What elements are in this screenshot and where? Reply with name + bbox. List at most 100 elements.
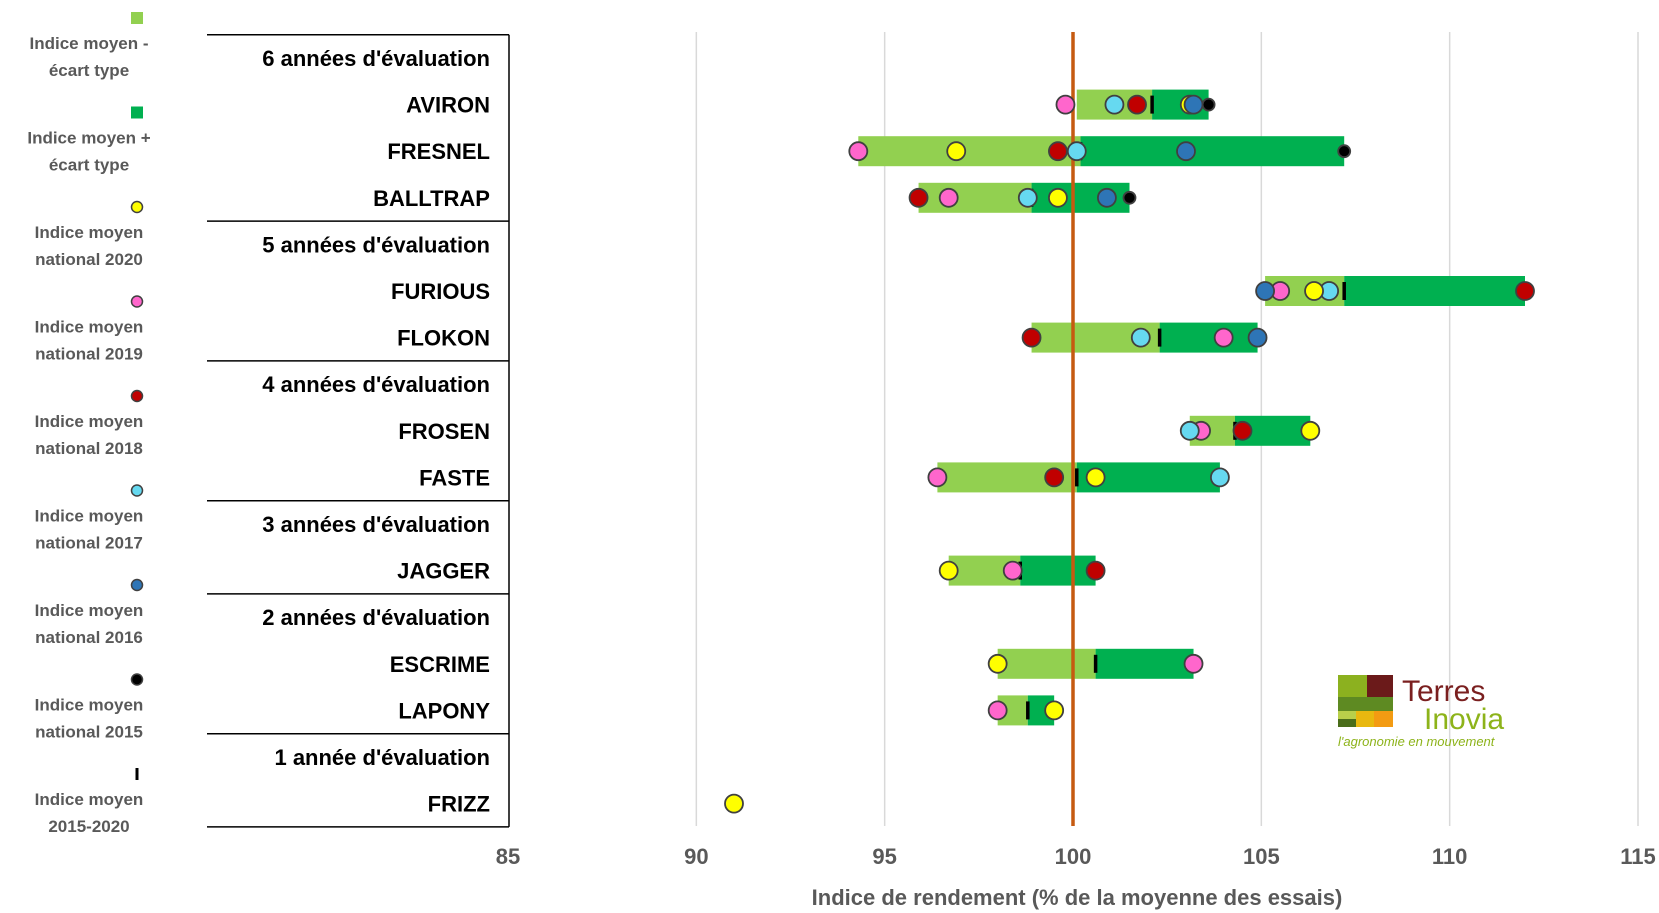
bar-plus-sd-furious [1344, 276, 1525, 306]
variety-label-lapony: LAPONY [398, 698, 490, 723]
variety-label-balltrap: BALLTRAP [373, 186, 490, 211]
variety-label-faste: FASTE [419, 465, 490, 490]
legend-marker-y2015 [130, 673, 144, 686]
terres-inovia-logo: Terres Inovia l'agronomie en mouvement [1338, 675, 1504, 749]
x-axis: 85 90 95 100 105 110 115 [496, 844, 1656, 869]
bar-plus-sd-escrime [1095, 648, 1194, 679]
point-y2016-balltrap [1097, 187, 1117, 208]
point-y2015-fresnel [1337, 144, 1352, 159]
point-y2016-furious [1255, 281, 1275, 301]
point-y2019-lapony [987, 700, 1008, 721]
point-y2018-fresnel [1048, 141, 1068, 162]
point-y2016-flokon [1247, 327, 1268, 348]
bar-plus-sd-flokon [1159, 322, 1258, 353]
point-y2018-furious [1515, 281, 1535, 301]
legend-marker-y2017 [130, 484, 144, 497]
point-y2017-fresnel [1066, 141, 1087, 162]
point-y2015-aviron [1201, 97, 1216, 112]
legend-label-y2020-2: national 2020 [35, 250, 143, 269]
group-title-6-annees-d-evaluation: 6 années d'évaluation [262, 46, 490, 71]
variety-label-escrime: ESCRIME [390, 652, 490, 677]
yearly-points [724, 94, 1535, 814]
point-y2020-faste [1085, 467, 1106, 488]
point-y2017-frosen [1179, 420, 1200, 441]
legend-label-minus_sd-2: écart type [49, 61, 129, 80]
variety-label-flokon: FLOKON [397, 326, 490, 351]
legend-label-y2015-1: Indice moyen [35, 696, 144, 715]
point-y2018-flokon [1021, 327, 1042, 348]
range-bars [858, 89, 1525, 726]
legend-label-y2018-2: national 2018 [35, 439, 143, 458]
legend-marker-y2019 [130, 295, 144, 308]
x-tick-115: 115 [1620, 844, 1656, 869]
x-tick-110: 110 [1432, 844, 1468, 869]
bar-minus-sd-escrime [997, 648, 1096, 679]
legend-label-y2016-1: Indice moyen [35, 601, 144, 620]
legend-label-y2017-1: Indice moyen [35, 507, 144, 526]
point-y2016-aviron [1183, 94, 1204, 115]
point-y2019-balltrap [938, 187, 959, 208]
legend-label-y2018-1: Indice moyen [35, 412, 144, 431]
point-y2019-escrime [1183, 653, 1204, 674]
variety-label-fresnel: FRESNEL [387, 139, 490, 164]
point-y2020-furious [1304, 281, 1324, 301]
point-y2020-lapony [1044, 700, 1065, 721]
x-tick-100: 100 [1055, 844, 1092, 869]
point-y2020-frosen [1300, 420, 1321, 441]
x-tick-85: 85 [496, 844, 520, 869]
legend-label-mean-1: Indice moyen [35, 790, 144, 809]
point-y2017-aviron [1104, 94, 1125, 115]
logo-line2: Inovia [1424, 703, 1504, 736]
legend-label-y2019-2: national 2019 [35, 345, 143, 364]
legend-label-plus_sd-1: Indice moyen + [27, 129, 150, 148]
variety-label-furious: FURIOUS [391, 279, 490, 304]
bar-minus-sd-balltrap [918, 182, 1032, 213]
bar-minus-sd-fresnel [858, 136, 1081, 167]
point-y2016-fresnel [1176, 141, 1196, 162]
legend-label-minus_sd-1: Indice moyen - [29, 34, 148, 53]
point-y2020-jagger [938, 560, 959, 581]
variety-label-frosen: FROSEN [398, 419, 490, 444]
point-y2019-fresnel [848, 141, 869, 162]
x-axis-title: Indice de rendement (% de la moyenne des… [812, 885, 1343, 910]
point-y2017-faste [1210, 467, 1230, 488]
point-y2015-balltrap [1122, 190, 1137, 205]
legend-marker-y2020 [130, 200, 144, 214]
point-y2019-flokon [1213, 327, 1234, 348]
legend-marker-y2016 [130, 578, 144, 592]
group-title-4-annees-d-evaluation: 4 années d'évaluation [262, 372, 490, 397]
point-y2019-faste [927, 467, 948, 488]
point-y2020-frizz [724, 793, 744, 814]
bar-plus-sd-jagger [1020, 555, 1096, 586]
logo-tagline: l'agronomie en mouvement [1338, 734, 1496, 749]
point-y2018-jagger [1085, 560, 1106, 581]
legend-label-y2020-1: Indice moyen [35, 223, 144, 242]
point-y2017-flokon [1130, 327, 1151, 348]
legend-label-y2016-2: national 2016 [35, 628, 143, 647]
variety-label-frizz: FRIZZ [428, 792, 490, 817]
bar-plus-sd-fresnel [1080, 136, 1345, 167]
group-title-2-annees-d-evaluation: 2 années d'évaluation [262, 605, 490, 630]
variety-label-aviron: AVIRON [406, 93, 490, 118]
legend-marker-y2018 [130, 389, 144, 403]
x-tick-90: 90 [684, 844, 708, 869]
legend-label-y2019-1: Indice moyen [35, 318, 144, 337]
point-y2020-fresnel [946, 141, 967, 162]
logo-line1: Terres [1402, 675, 1485, 708]
group-title-3-annees-d-evaluation: 3 années d'évaluation [262, 512, 490, 537]
point-y2018-aviron [1127, 94, 1147, 115]
legend: Indice moyen - écart type Indice moyen + éc… [27, 12, 151, 836]
legend-marker-plus_sd [131, 106, 143, 119]
variety-label-jagger: JAGGER [397, 559, 490, 584]
legend-label-plus_sd-2: écart type [49, 156, 129, 175]
point-y2019-aviron [1055, 94, 1076, 115]
point-y2017-balltrap [1017, 187, 1038, 208]
point-y2019-jagger [1002, 560, 1023, 581]
legend-label-y2015-2: national 2015 [35, 723, 143, 742]
legend-marker-minus_sd [131, 12, 143, 24]
variety-label-table: 6 années d'évaluation AVIRON FRESNEL BALLTR… [207, 33, 510, 828]
x-tick-105: 105 [1243, 844, 1280, 869]
point-y2020-balltrap [1048, 187, 1068, 208]
group-title-5-annees-d-evaluation: 5 années d'évaluation [262, 232, 490, 257]
